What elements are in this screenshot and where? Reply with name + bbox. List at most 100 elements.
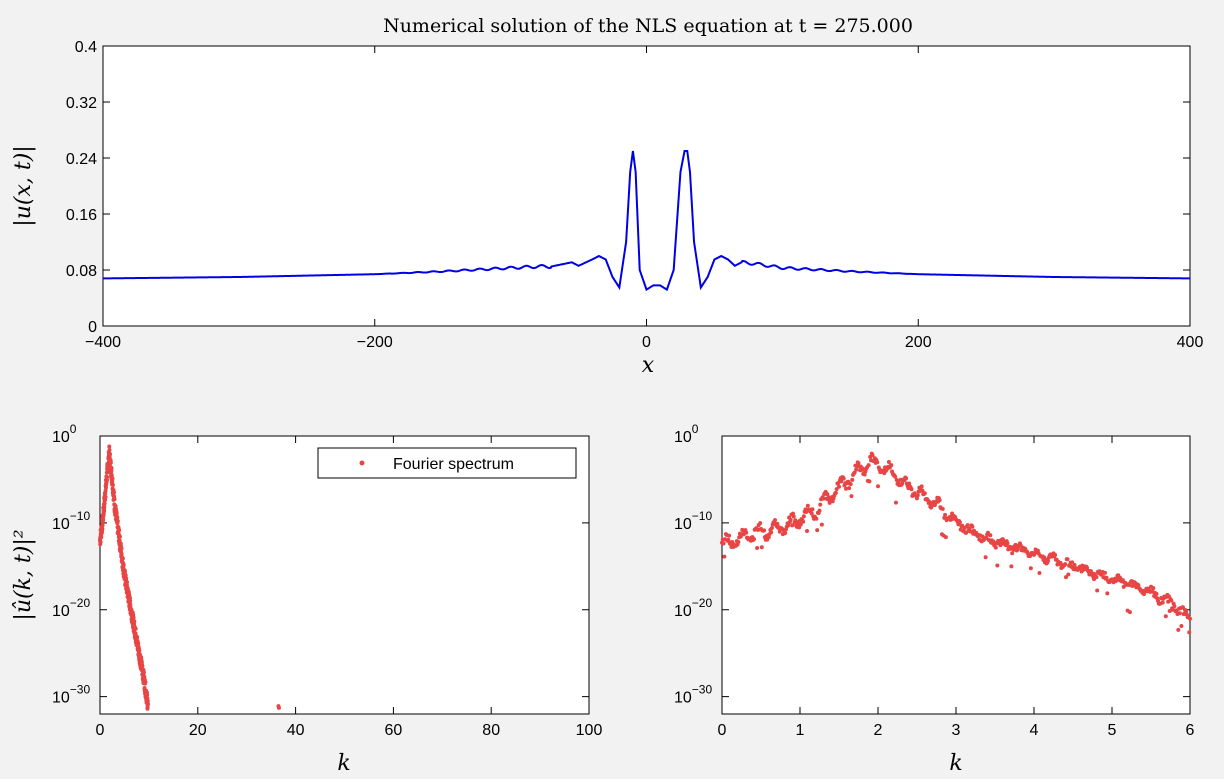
bottom-left-panel: 100 10−10 10−20 10−30 0 20 40 60 80 100 Fourier s… (11, 422, 602, 776)
br-point (983, 555, 988, 560)
bl-point (114, 512, 119, 517)
br-point (827, 500, 832, 505)
br-point (1010, 551, 1015, 556)
br-point (1176, 627, 1181, 632)
bl-point (128, 598, 133, 603)
br-x-axis-label: k (949, 751, 962, 776)
br-point (775, 521, 780, 526)
br-point (919, 484, 924, 489)
br-point (889, 463, 894, 468)
br-point (1166, 599, 1171, 604)
br-point (815, 528, 820, 533)
br-point (758, 521, 763, 526)
br-point (1188, 616, 1192, 621)
br-point (852, 470, 857, 475)
br-x-tick-label: 5 (1108, 722, 1117, 739)
br-point (833, 490, 838, 495)
br-point (844, 486, 849, 491)
br-point (821, 496, 826, 501)
br-point (875, 460, 880, 465)
top-y-tick-label: 0 (88, 319, 97, 336)
bl-point (117, 538, 122, 543)
br-point (1121, 584, 1126, 589)
br-point (814, 516, 819, 521)
br-point (1037, 570, 1042, 575)
bl-point (121, 562, 126, 567)
br-point (817, 508, 822, 513)
br-point (755, 546, 760, 551)
br-point (922, 491, 927, 496)
br-point (809, 511, 814, 516)
top-y-tick-label: 0.16 (66, 207, 97, 224)
bl-point (107, 447, 112, 452)
br-point (722, 554, 727, 559)
top-x-tick-label: 0 (642, 334, 651, 351)
br-point (783, 531, 788, 536)
br-point (726, 537, 731, 542)
br-point (856, 461, 861, 466)
bl-point (107, 451, 112, 456)
br-point (1028, 553, 1033, 558)
legend: Fourier spectrum (317, 447, 577, 479)
top-tick-labels: −400 −200 0 200 400 0 0.08 0.16 0.24 0.32 0.4 (66, 39, 1204, 351)
bl-point (103, 488, 108, 493)
bl-point (119, 551, 124, 556)
br-point (797, 525, 802, 530)
br-point (1063, 575, 1068, 580)
br-point (1169, 598, 1174, 603)
br-point (805, 503, 810, 508)
br-point (862, 472, 867, 477)
bl-x-tick-label: 0 (96, 722, 105, 739)
br-point (848, 482, 853, 487)
br-point (1104, 575, 1109, 580)
br-point (850, 477, 855, 482)
br-point (769, 530, 774, 535)
br-x-tick-label: 0 (718, 722, 727, 739)
bl-point (136, 641, 141, 646)
br-point (1053, 553, 1058, 558)
br-point (940, 506, 945, 511)
bl-scatter-points (98, 444, 281, 711)
bl-point (109, 466, 114, 471)
br-point (736, 539, 741, 544)
br-point (1063, 562, 1068, 567)
br-point (965, 523, 970, 528)
bl-point (124, 580, 129, 585)
br-point (1105, 591, 1110, 596)
bl-y-tick-exponent: 0 (70, 422, 77, 436)
br-point (788, 517, 793, 522)
br-point (993, 545, 998, 550)
top-x-tick-label: 400 (1177, 334, 1204, 351)
br-point (915, 493, 920, 498)
bl-y-axis-label: |û(k, t)|² (11, 529, 36, 620)
br-point (818, 502, 823, 507)
br-point (1180, 605, 1185, 610)
bl-point (124, 576, 129, 581)
bl-point (102, 501, 107, 506)
br-point (970, 524, 975, 529)
br-y-tick-label: 10−20 (674, 596, 712, 620)
bl-point (117, 527, 122, 532)
bl-point (115, 515, 120, 520)
br-point (839, 479, 844, 484)
br-x-tick-label: 2 (874, 722, 883, 739)
bl-point (105, 470, 110, 475)
bl-point (276, 705, 281, 710)
br-point (801, 514, 806, 519)
bl-point (110, 479, 115, 484)
bl-point (100, 529, 105, 534)
bl-y-tick-label: 10−10 (52, 509, 90, 533)
br-point (810, 507, 815, 512)
br-point (943, 512, 948, 517)
bl-y-tick-label: 10−30 (52, 683, 90, 707)
br-point (988, 533, 993, 538)
bl-point (110, 476, 115, 481)
legend-label: Fourier spectrum (393, 456, 514, 473)
br-plot-area (721, 435, 1191, 715)
br-point (1154, 591, 1159, 596)
br-point (900, 481, 905, 486)
bl-point (110, 483, 115, 488)
bl-y-tick-label: 10−20 (52, 596, 90, 620)
bl-point (99, 535, 104, 540)
br-y-tick-exponent: 0 (692, 422, 699, 436)
